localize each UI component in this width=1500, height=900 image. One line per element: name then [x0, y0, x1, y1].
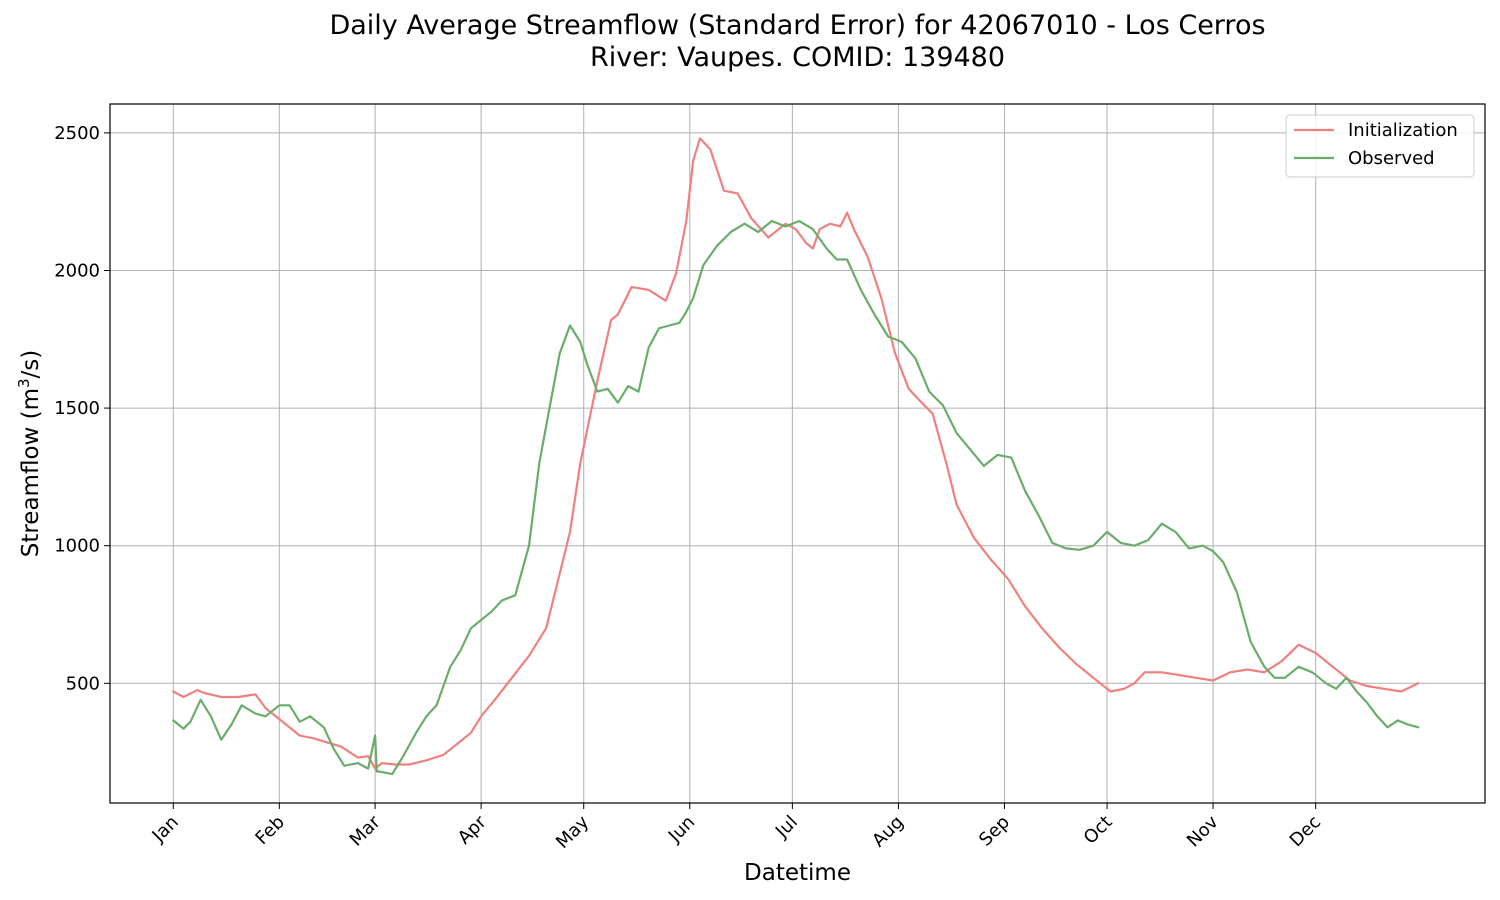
y-tick-label-1000: 1000	[54, 536, 100, 557]
legend: Initialization Observed	[1285, 114, 1475, 178]
y-axis-label: Streamflow (m3/s)	[15, 350, 44, 558]
chart-title: Daily Average Streamflow (Standard Error…	[0, 10, 1500, 74]
x-tick-label-sep: Sep	[975, 812, 1014, 851]
x-tick-label-oct: Oct	[1080, 812, 1117, 849]
x-tick-label-may: May	[552, 811, 593, 852]
plot-frame	[109, 103, 1486, 804]
x-tick-label-aug: Aug	[868, 812, 908, 852]
y-tick-label-1500: 1500	[54, 398, 100, 419]
x-tick-label-jan: Jan	[148, 812, 183, 847]
x-tick-label-jul: Jul	[771, 812, 802, 843]
series-lines	[172, 137, 1420, 776]
y-axis-label-base: Streamflow (m	[18, 388, 44, 557]
series-line-initialization	[172, 137, 1420, 770]
x-tick-label-jun: Jun	[664, 812, 699, 847]
x-tick-label-apr: Apr	[454, 811, 491, 848]
legend-label-initialization: Initialization	[1348, 120, 1458, 141]
x-tick-label-dec: Dec	[1286, 812, 1325, 851]
y-tick-label-2000: 2000	[54, 260, 100, 281]
y-tick-label-2500: 2500	[54, 123, 100, 144]
legend-label-observed: Observed	[1348, 148, 1435, 169]
x-tick-label-nov: Nov	[1183, 811, 1223, 851]
x-tick-label-mar: Mar	[346, 811, 385, 850]
x-tick-label-feb: Feb	[251, 812, 288, 849]
x-axis-label: Datetime	[744, 860, 851, 886]
y-axis-label-end: /s)	[18, 350, 44, 379]
y-axis-label-superscript: 3	[15, 378, 33, 388]
y-tick-label-500: 500	[66, 673, 100, 694]
series-line-observed	[172, 219, 1420, 776]
chart-title-line1: Daily Average Streamflow (Standard Error…	[329, 10, 1266, 41]
chart-title-line2: River: Vaupes. COMID: 139480	[589, 42, 1006, 73]
grid-lines	[110, 104, 1485, 803]
